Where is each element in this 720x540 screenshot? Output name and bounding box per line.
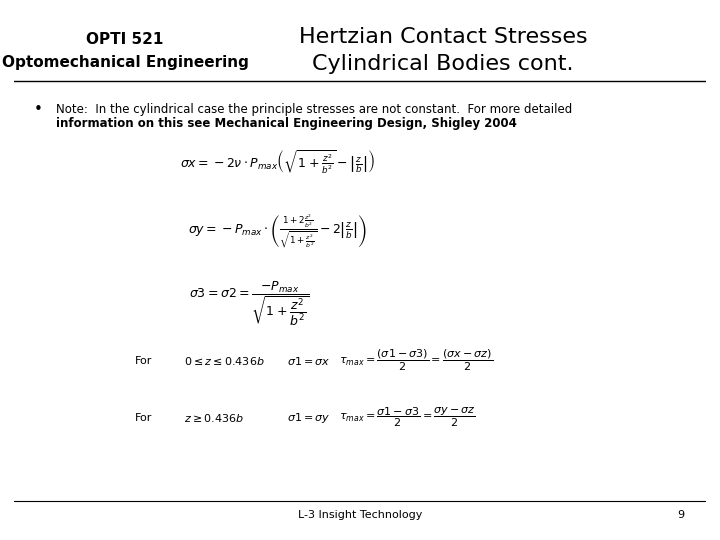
Text: $\sigma 1 = \sigma x$: $\sigma 1 = \sigma x$ bbox=[287, 355, 331, 367]
Text: $z \geq 0.436b$: $z \geq 0.436b$ bbox=[184, 411, 243, 424]
Text: Optomechanical Engineering: Optomechanical Engineering bbox=[1, 55, 248, 70]
Text: •: • bbox=[34, 102, 43, 117]
Text: $\sigma y = -P_{max}\cdot\left(\frac{1 + 2\frac{z^2}{b^2}}{\sqrt{1+\frac{z^2}{b^: $\sigma y = -P_{max}\cdot\left(\frac{1 +… bbox=[188, 212, 366, 250]
Text: 9: 9 bbox=[678, 510, 685, 519]
Text: $\sigma 3 = \sigma 2 = \dfrac{-P_{max}}{\sqrt{1 + \dfrac{z^2}{b^2}}}$: $\sigma 3 = \sigma 2 = \dfrac{-P_{max}}{… bbox=[189, 280, 310, 328]
Text: Hertzian Contact Stresses: Hertzian Contact Stresses bbox=[299, 26, 588, 47]
Text: OPTI 521: OPTI 521 bbox=[86, 32, 163, 47]
Text: Note:  In the cylindrical case the principle stresses are not constant.  For mor: Note: In the cylindrical case the princi… bbox=[56, 103, 572, 116]
Text: $0 \leq z \leq 0.436b$: $0 \leq z \leq 0.436b$ bbox=[184, 355, 264, 367]
Text: Cylindrical Bodies cont.: Cylindrical Bodies cont. bbox=[312, 53, 574, 73]
Text: $\sigma x = -2\nu \cdot P_{max}\left(\sqrt{1 + \frac{z^2}{b^2}} - \left|\frac{z}: $\sigma x = -2\nu \cdot P_{max}\left(\sq… bbox=[179, 147, 374, 174]
Text: For: For bbox=[135, 356, 153, 366]
Text: information on this see Mechanical Engineering Design, Shigley 2004: information on this see Mechanical Engin… bbox=[56, 117, 517, 130]
Text: $\tau_{max} = \dfrac{(\sigma 1-\sigma 3)}{2} = \dfrac{(\sigma x-\sigma z)}{2}$: $\tau_{max} = \dfrac{(\sigma 1-\sigma 3)… bbox=[339, 348, 493, 374]
Text: L-3 Insight Technology: L-3 Insight Technology bbox=[298, 510, 422, 519]
Text: For: For bbox=[135, 413, 153, 423]
Text: $\tau_{max} = \dfrac{\sigma 1-\sigma 3}{2} = \dfrac{\sigma y-\sigma z}{2}$: $\tau_{max} = \dfrac{\sigma 1-\sigma 3}{… bbox=[339, 406, 476, 429]
Text: $\sigma 1 = \sigma y$: $\sigma 1 = \sigma y$ bbox=[287, 411, 331, 425]
